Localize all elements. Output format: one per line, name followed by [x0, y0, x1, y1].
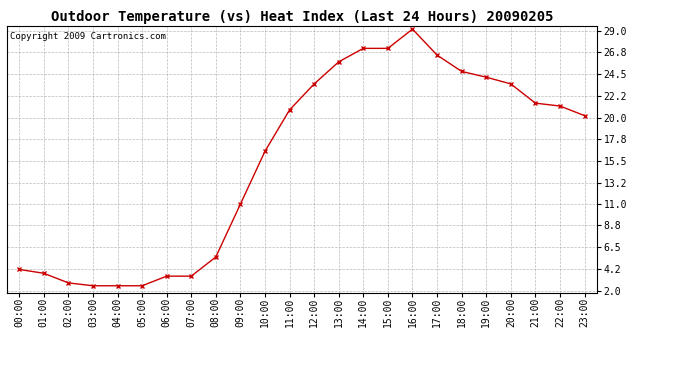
Title: Outdoor Temperature (vs) Heat Index (Last 24 Hours) 20090205: Outdoor Temperature (vs) Heat Index (Las… — [50, 10, 553, 24]
Text: Copyright 2009 Cartronics.com: Copyright 2009 Cartronics.com — [10, 32, 166, 40]
